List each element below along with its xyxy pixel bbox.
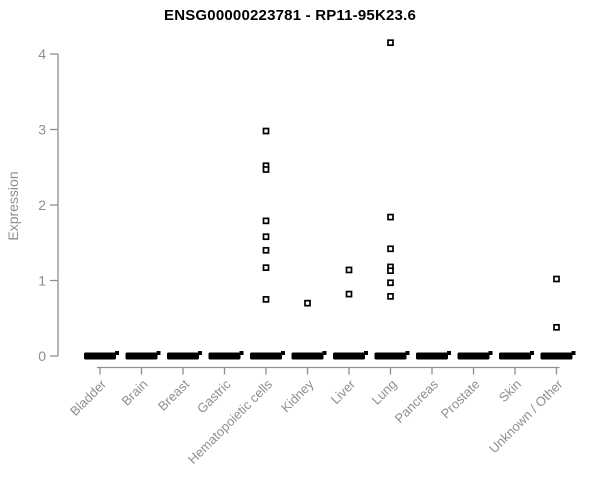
zero-expression-cluster-edge-point	[115, 351, 119, 355]
data-point	[304, 299, 311, 307]
x-tick-label: Skin	[496, 377, 524, 405]
x-tick-label: Liver	[328, 376, 359, 407]
data-point	[553, 275, 560, 283]
data-point	[262, 127, 270, 135]
data-point	[262, 296, 270, 303]
data-point	[345, 266, 353, 274]
zero-expression-cluster-edge-point	[156, 351, 161, 355]
zero-expression-cluster-edge-point	[322, 351, 327, 355]
zero-expression-cluster-edge-point	[364, 351, 368, 355]
data-point	[387, 213, 394, 221]
x-tick-label: Unknown / Other	[486, 376, 566, 456]
zero-expression-cluster-edge-point	[488, 351, 493, 355]
zero-expression-cluster	[416, 352, 448, 360]
zero-expression-cluster	[540, 352, 573, 360]
y-tick-label: 3	[38, 122, 46, 138]
data-point	[387, 279, 394, 287]
data-point	[262, 264, 270, 272]
zero-expression-cluster	[374, 352, 407, 360]
zero-expression-cluster	[250, 352, 282, 360]
data-point	[387, 39, 394, 47]
x-tick-label: Lung	[369, 377, 400, 408]
zero-expression-cluster-edge-point	[239, 351, 244, 355]
zero-expression-cluster	[499, 352, 531, 360]
y-tick-label: 2	[38, 197, 46, 213]
zero-expression-cluster-edge-point	[405, 351, 410, 355]
data-point	[262, 233, 270, 241]
zero-expression-cluster	[457, 352, 490, 360]
data-point	[387, 245, 394, 253]
zero-expression-cluster-edge-point	[571, 351, 576, 355]
zero-expression-cluster	[125, 352, 158, 360]
x-tick-label: Prostate	[438, 377, 483, 422]
x-tick-label: Brain	[119, 377, 151, 409]
data-point	[387, 267, 394, 275]
zero-expression-cluster	[84, 352, 116, 360]
data-point	[262, 217, 270, 225]
data-point	[262, 166, 270, 173]
zero-expression-cluster	[291, 352, 324, 360]
x-tick-label: Gastric	[194, 376, 234, 416]
x-tick-label: Bladder	[67, 376, 110, 419]
data-point	[553, 323, 560, 331]
x-tick-label: Breast	[155, 376, 192, 413]
y-tick-label: 1	[38, 273, 46, 289]
y-axis-title: Expression	[5, 171, 21, 241]
data-point	[262, 246, 270, 254]
zero-expression-cluster	[208, 352, 241, 360]
zero-expression-cluster	[167, 352, 199, 360]
data-point	[387, 293, 394, 300]
x-tick-label: Pancreas	[392, 376, 442, 426]
zero-expression-cluster-edge-point	[281, 351, 285, 355]
y-tick-label: 4	[38, 46, 46, 62]
zero-expression-cluster-edge-point	[198, 351, 202, 355]
chart-title: ENSG00000223781 - RP11-95K23.6	[163, 7, 416, 24]
zero-expression-cluster-edge-point	[447, 351, 451, 355]
zero-expression-cluster-edge-point	[530, 351, 534, 355]
y-tick-label: 0	[38, 348, 46, 364]
data-point	[345, 290, 353, 298]
zero-expression-cluster	[333, 352, 365, 360]
x-tick-label: Kidney	[278, 376, 317, 415]
